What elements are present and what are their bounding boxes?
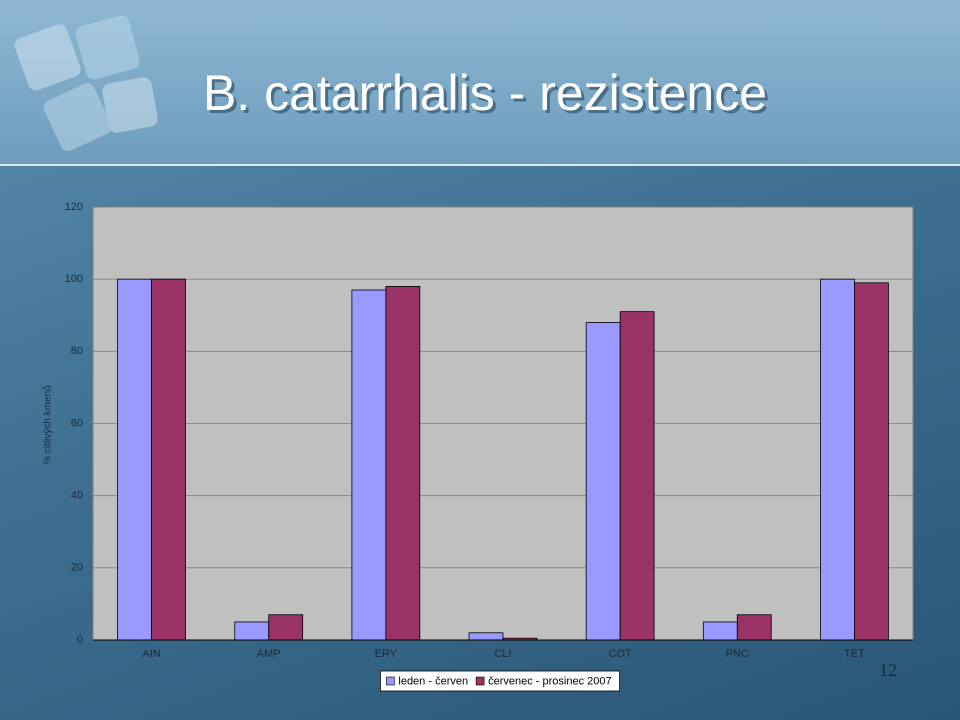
x-tick-label: AIN [142, 648, 160, 660]
bar [585, 322, 621, 641]
y-tick-label: 0 [77, 634, 83, 646]
y-tick-label: 20 [71, 562, 83, 574]
bar [619, 311, 655, 641]
legend-swatch [475, 676, 485, 686]
x-tick-label: AMP [257, 648, 281, 660]
legend-label: leden - červen [398, 675, 468, 687]
bar [351, 289, 387, 641]
x-tick-label: CLI [494, 648, 511, 660]
bar [268, 614, 304, 641]
chart-title: B. catarrhalis - rezistence [203, 65, 767, 121]
page-number: 12 [879, 660, 897, 680]
bar [820, 278, 855, 641]
y-tick-label: 100 [65, 273, 83, 285]
bar [854, 282, 889, 641]
legend: leden - červen červenec - prosinec 2007 [379, 670, 621, 692]
bar [385, 285, 421, 641]
x-tick-label: ERY [375, 648, 398, 660]
x-tick-label: COT [609, 648, 633, 660]
bar [702, 621, 738, 641]
legend-label: červenec - prosinec 2007 [488, 675, 612, 687]
puzzle-decoration [14, 15, 158, 152]
x-tick-label: PNC [726, 648, 749, 660]
y-tick-label: 120 [65, 201, 83, 213]
bar [117, 278, 152, 641]
bar [736, 614, 772, 641]
title-shadow: B. catarrhalis - rezistence [206, 68, 770, 124]
y-tick-label: 40 [71, 490, 83, 502]
header-band [0, 0, 960, 165]
bar [151, 278, 186, 641]
y-axis-label: % citlivých kmenů [42, 385, 54, 464]
y-tick-label: 80 [71, 345, 83, 357]
legend-swatch [386, 676, 395, 686]
legend-box [379, 670, 621, 692]
bar [234, 621, 270, 641]
bar [468, 632, 504, 641]
y-tick-label: 60 [71, 417, 83, 429]
x-tick-label: TET [844, 648, 865, 660]
